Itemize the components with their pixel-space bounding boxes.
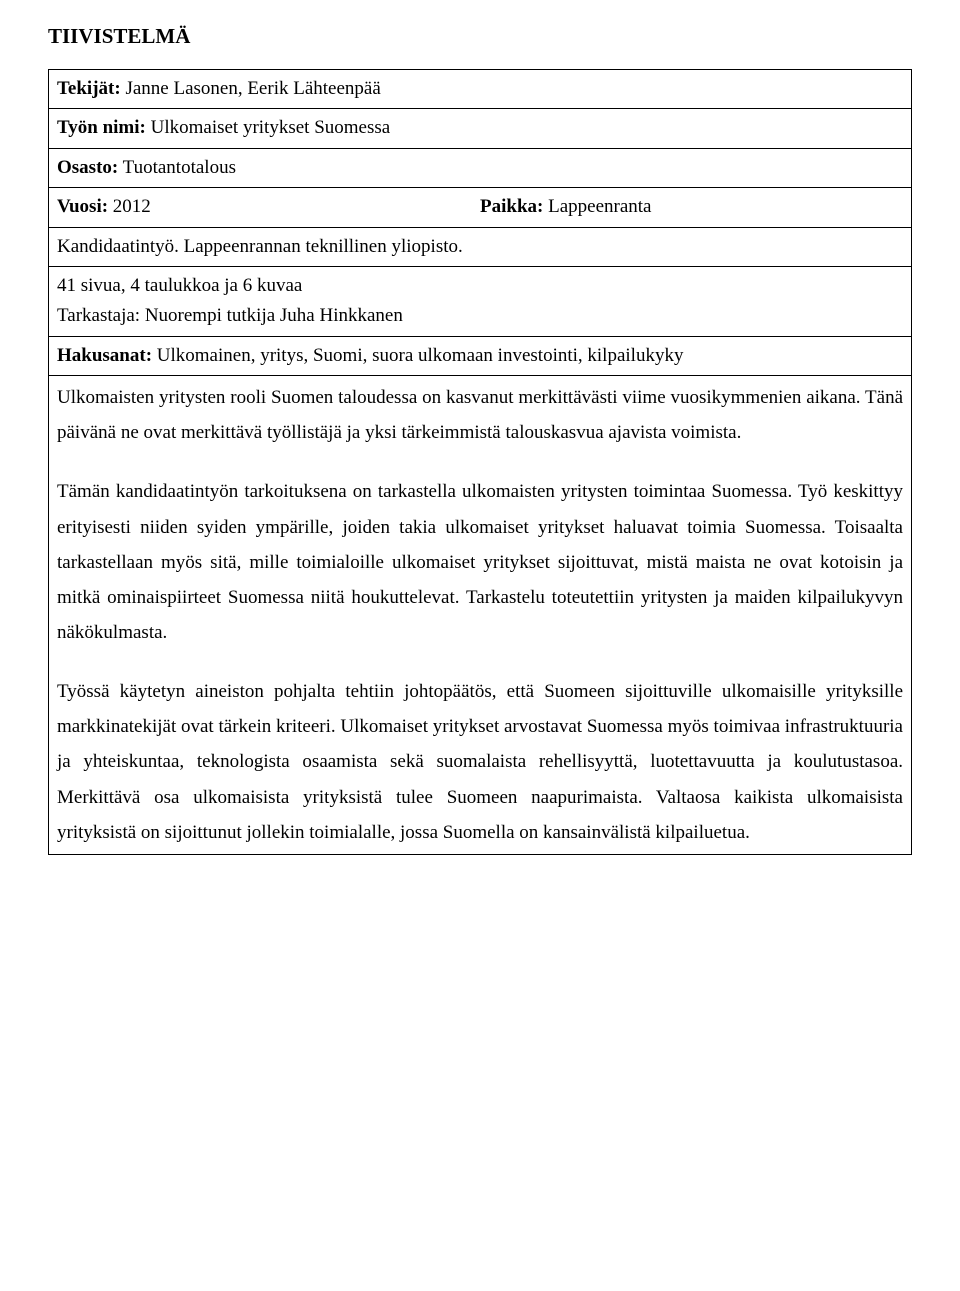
row-work-title: Työn nimi: Ulkomaiset yritykset Suomessa <box>49 109 912 148</box>
dept-value: Tuotantotalous <box>123 157 236 178</box>
work-label: Työn nimi: <box>57 117 146 138</box>
abstract-table: Tekijät: Janne Lasonen, Eerik Lähteenpää… <box>48 69 912 855</box>
place-label: Paikka: <box>480 196 543 217</box>
work-value: Ulkomaiset yritykset Suomessa <box>151 117 391 138</box>
row-thesis-type: Kandidaatintyö. Lappeenrannan teknilline… <box>49 227 912 266</box>
row-pages: 41 sivua, 4 taulukkoa ja 6 kuvaa Tarkast… <box>49 266 912 336</box>
examiner-value: Tarkastaja: Nuorempi tutkija Juha Hinkka… <box>57 301 903 331</box>
row-body: Ulkomaisten yritysten rooli Suomen talou… <box>49 376 912 855</box>
thesis-value: Kandidaatintyö. Lappeenrannan teknilline… <box>49 227 912 266</box>
authors-value: Janne Lasonen, Eerik Lähteenpää <box>125 78 380 99</box>
abstract-paragraph-2: Tämän kandidaatintyön tarkoituksena on t… <box>57 474 903 650</box>
row-year-place: Vuosi: 2012 Paikka: Lappeenranta <box>49 188 912 227</box>
place-value: Lappeenranta <box>548 196 651 217</box>
row-authors: Tekijät: Janne Lasonen, Eerik Lähteenpää <box>49 70 912 109</box>
abstract-page: TIIVISTELMÄ Tekijät: Janne Lasonen, Eeri… <box>0 0 960 895</box>
year-value: 2012 <box>113 196 151 217</box>
authors-label: Tekijät: <box>57 78 121 99</box>
dept-label: Osasto: <box>57 157 118 178</box>
abstract-paragraph-1: Ulkomaisten yritysten rooli Suomen talou… <box>57 380 903 450</box>
row-department: Osasto: Tuotantotalous <box>49 148 912 187</box>
row-keywords: Hakusanat: Ulkomainen, yritys, Suomi, su… <box>49 336 912 375</box>
pages-value: 41 sivua, 4 taulukkoa ja 6 kuvaa <box>57 271 903 301</box>
year-label: Vuosi: <box>57 196 108 217</box>
doc-title: TIIVISTELMÄ <box>48 24 912 49</box>
abstract-paragraph-3: Työssä käytetyn aineiston pohjalta tehti… <box>57 674 903 850</box>
keywords-value: Ulkomainen, yritys, Suomi, suora ulkomaa… <box>157 345 684 366</box>
keywords-label: Hakusanat: <box>57 345 152 366</box>
